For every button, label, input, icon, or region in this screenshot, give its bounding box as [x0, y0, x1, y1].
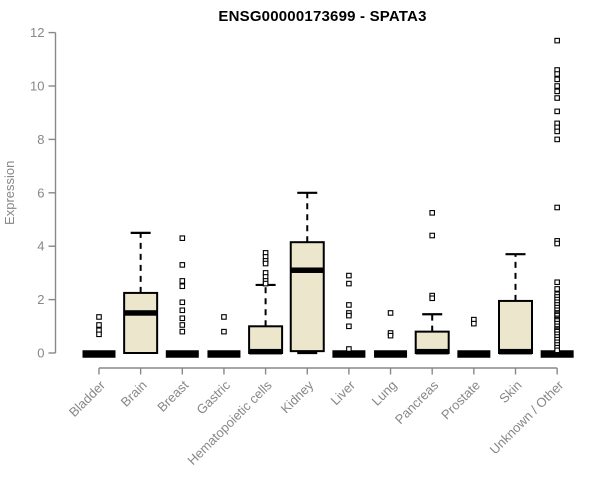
- y-tick-label: 10: [30, 79, 44, 94]
- outlier-point: [554, 347, 560, 354]
- x-tick-label: Lung: [369, 378, 400, 409]
- outlier-point: [346, 323, 352, 330]
- chart-title: ENSG00000173699 - SPATA3: [218, 8, 427, 25]
- collapsed-box: [207, 350, 241, 358]
- outlier-point: [346, 280, 352, 287]
- outlier-point: [346, 272, 352, 279]
- y-axis: 0 2 4 6 8 10 12 Expression: [2, 25, 57, 361]
- outlier-point: [179, 278, 186, 284]
- box-bladder: [82, 314, 116, 358]
- outlier-point: [387, 332, 394, 339]
- outlier-point: [554, 71, 560, 77]
- collapsed-box: [457, 350, 491, 358]
- outlier-point: [179, 315, 186, 322]
- box-breast: [165, 235, 199, 358]
- x-tick-label: Unknown / Other: [487, 377, 567, 457]
- y-tick-label: 0: [37, 346, 44, 361]
- median-line: [124, 310, 158, 316]
- outlier-point: [554, 76, 560, 83]
- box-gastric: [207, 314, 241, 358]
- box-skin: [498, 253, 533, 355]
- outlier-point: [387, 310, 394, 316]
- box-liver: [332, 272, 366, 358]
- x-tick-label: Pancreas: [392, 377, 442, 427]
- outlier-point: [554, 83, 560, 89]
- x-tick-label: Prostate: [438, 378, 483, 423]
- median-line: [499, 348, 532, 355]
- box-brain: [123, 231, 159, 354]
- outlier-point: [96, 314, 102, 320]
- y-tick-label: 4: [37, 239, 44, 254]
- outlier-point: [554, 279, 560, 286]
- outlier-point: [554, 204, 560, 211]
- iqr-box: [289, 241, 325, 353]
- median-line: [290, 267, 324, 273]
- iqr-box: [498, 299, 533, 354]
- outlier-point: [179, 283, 186, 290]
- outlier-point: [179, 322, 186, 328]
- outlier-point: [179, 262, 186, 268]
- box-unknown-other: [540, 37, 574, 358]
- median-line: [249, 348, 283, 355]
- box-pancreas: [414, 210, 450, 355]
- x-tick-label: Brain: [118, 378, 150, 410]
- collapsed-box: [540, 350, 574, 358]
- box-hematopoietic-cells: [248, 250, 284, 355]
- outlier-point: [429, 295, 436, 302]
- outlier-point: [262, 280, 269, 287]
- x-tick-label: Skin: [496, 378, 524, 406]
- outlier-point: [554, 88, 560, 95]
- y-tick-label: 6: [37, 185, 44, 200]
- outlier-point: [179, 328, 186, 335]
- iqr-box: [123, 291, 159, 354]
- outlier-point: [554, 136, 560, 143]
- y-tick-label: 8: [37, 132, 44, 147]
- outlier-point: [179, 299, 186, 306]
- median-line: [415, 348, 449, 355]
- outlier-point: [554, 286, 560, 292]
- outlier-point: [554, 37, 560, 44]
- outlier-point: [554, 95, 560, 101]
- y-axis-label: Expression: [2, 161, 17, 225]
- x-tick-label: Gastric: [193, 377, 233, 417]
- box-prostate: [457, 316, 491, 358]
- collapsed-box: [82, 350, 116, 358]
- collapsed-box: [165, 350, 199, 358]
- outlier-point: [179, 235, 186, 241]
- collapsed-box: [332, 350, 366, 358]
- x-tick-label: Breast: [154, 377, 191, 414]
- outlier-point: [221, 328, 227, 335]
- outlier-point: [96, 322, 102, 328]
- box-lung: [374, 310, 408, 358]
- outlier-point: [262, 260, 269, 267]
- outlier-point: [346, 346, 352, 352]
- outlier-point: [429, 210, 436, 216]
- outlier-point: [471, 320, 477, 327]
- outlier-point: [554, 240, 560, 247]
- y-tick-label: 2: [37, 292, 44, 307]
- outlier-point: [554, 128, 560, 135]
- outlier-point: [554, 108, 560, 115]
- y-tick-label: 12: [30, 25, 44, 40]
- outlier-point: [96, 331, 102, 338]
- x-tick-label: Bladder: [66, 377, 109, 420]
- box-kidney: [289, 191, 325, 355]
- outlier-point: [179, 307, 186, 314]
- x-tick-label: Liver: [327, 377, 358, 408]
- outlier-point: [346, 302, 352, 308]
- outlier-point: [221, 314, 227, 320]
- outlier-point: [429, 232, 436, 239]
- x-tick-label: Kidney: [278, 377, 317, 416]
- collapsed-box: [374, 350, 408, 358]
- outlier-point: [346, 312, 352, 319]
